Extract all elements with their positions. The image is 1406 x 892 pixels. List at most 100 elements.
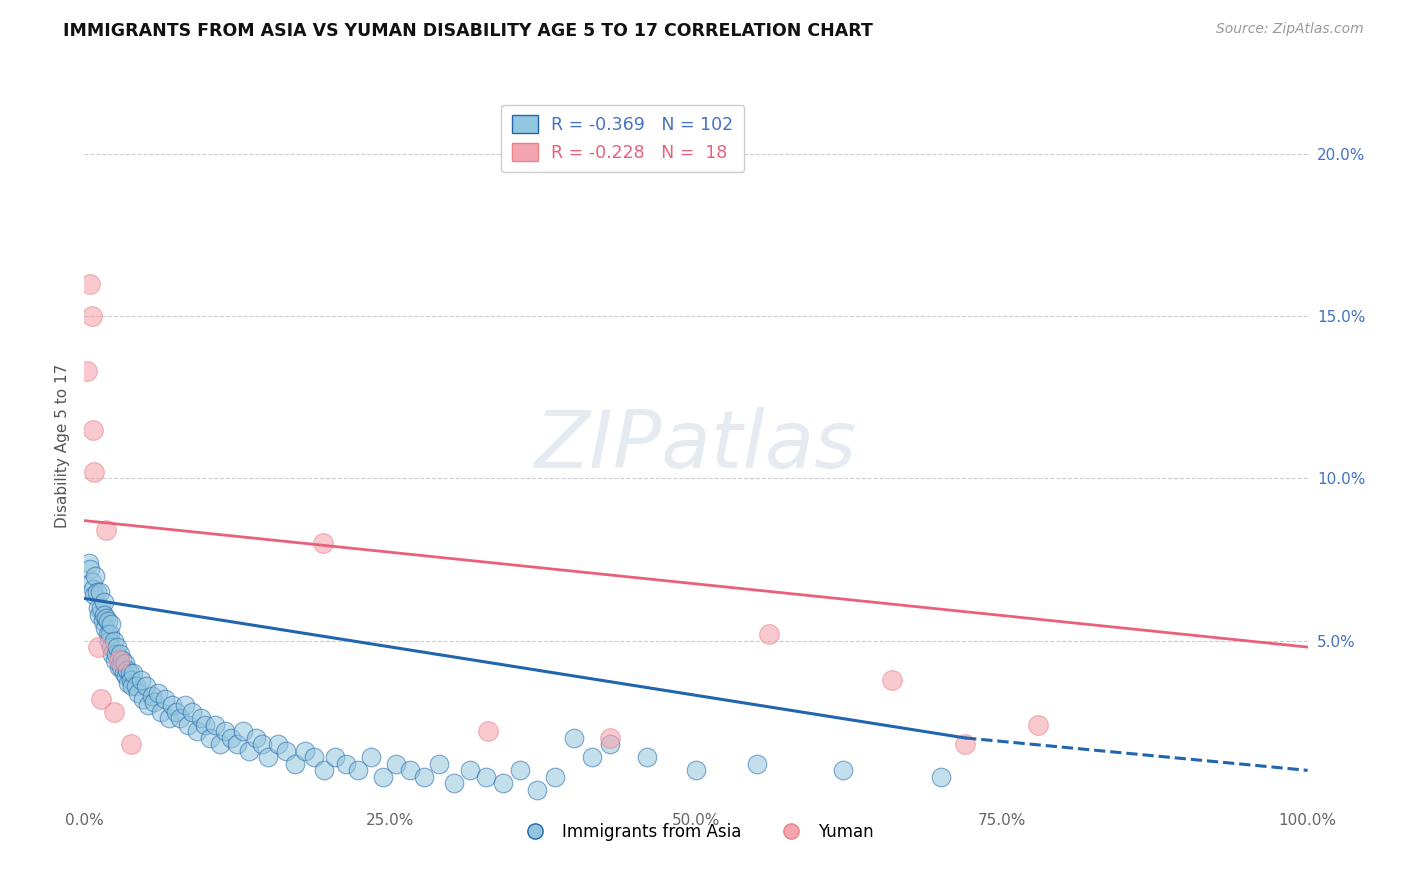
- Point: [304, 750, 326, 764]
- Point: [91, 614, 114, 628]
- Point: [157, 711, 180, 725]
- Point: [312, 536, 335, 550]
- Point: [257, 750, 280, 764]
- Text: ZIPatlas: ZIPatlas: [534, 407, 858, 485]
- Point: [526, 782, 548, 797]
- Point: [413, 770, 436, 784]
- Point: [1028, 718, 1050, 732]
- Point: [84, 568, 107, 582]
- Point: [238, 744, 260, 758]
- Point: [427, 756, 450, 771]
- Point: [250, 738, 273, 752]
- Point: [165, 705, 187, 719]
- Y-axis label: Disability Age 5 to 17: Disability Age 5 to 17: [55, 364, 70, 528]
- Point: [82, 423, 104, 437]
- Point: [371, 770, 394, 784]
- Point: [76, 364, 98, 378]
- Point: [245, 731, 267, 745]
- Point: [143, 695, 166, 709]
- Point: [209, 738, 232, 752]
- Point: [219, 731, 242, 745]
- Point: [599, 738, 621, 752]
- Point: [107, 653, 129, 667]
- Point: [100, 617, 122, 632]
- Point: [599, 731, 621, 745]
- Point: [121, 679, 143, 693]
- Point: [385, 756, 408, 771]
- Point: [169, 711, 191, 725]
- Point: [173, 698, 195, 713]
- Point: [831, 764, 853, 778]
- Point: [83, 465, 105, 479]
- Point: [458, 764, 481, 778]
- Point: [135, 679, 157, 693]
- Point: [114, 657, 136, 671]
- Point: [118, 666, 141, 681]
- Point: [122, 666, 145, 681]
- Point: [477, 724, 499, 739]
- Legend: Immigrants from Asia, Yuman: Immigrants from Asia, Yuman: [512, 817, 880, 848]
- Point: [929, 770, 952, 784]
- Point: [101, 647, 124, 661]
- Point: [509, 764, 531, 778]
- Point: [93, 595, 115, 609]
- Point: [82, 582, 104, 596]
- Point: [443, 776, 465, 790]
- Point: [953, 738, 976, 752]
- Point: [284, 756, 307, 771]
- Point: [581, 750, 603, 764]
- Point: [104, 653, 127, 667]
- Point: [90, 692, 112, 706]
- Point: [880, 673, 903, 687]
- Point: [89, 585, 111, 599]
- Point: [204, 718, 226, 732]
- Point: [107, 659, 129, 673]
- Point: [86, 585, 108, 599]
- Point: [127, 685, 149, 699]
- Point: [181, 705, 204, 719]
- Point: [97, 633, 120, 648]
- Point: [80, 575, 103, 590]
- Point: [129, 673, 152, 687]
- Point: [398, 764, 420, 778]
- Point: [87, 601, 110, 615]
- Point: [347, 764, 370, 778]
- Point: [103, 705, 125, 719]
- Point: [360, 750, 382, 764]
- Point: [103, 633, 125, 648]
- Point: [685, 764, 707, 778]
- Point: [153, 692, 176, 706]
- Point: [323, 750, 346, 764]
- Point: [79, 277, 101, 291]
- Point: [117, 675, 139, 690]
- Point: [294, 744, 316, 758]
- Point: [94, 621, 117, 635]
- Point: [120, 738, 142, 752]
- Point: [100, 640, 122, 654]
- Point: [97, 614, 120, 628]
- Point: [79, 562, 101, 576]
- Point: [96, 611, 118, 625]
- Point: [150, 705, 173, 719]
- Point: [105, 640, 128, 654]
- Point: [87, 607, 110, 622]
- Point: [110, 659, 132, 673]
- Point: [120, 673, 142, 687]
- Point: [758, 627, 780, 641]
- Point: [93, 607, 115, 622]
- Point: [108, 647, 131, 661]
- Point: [335, 756, 357, 771]
- Point: [214, 724, 236, 739]
- Point: [276, 744, 298, 758]
- Point: [125, 679, 148, 693]
- Text: IMMIGRANTS FROM ASIA VS YUMAN DISABILITY AGE 5 TO 17 CORRELATION CHART: IMMIGRANTS FROM ASIA VS YUMAN DISABILITY…: [63, 22, 873, 40]
- Point: [98, 627, 121, 641]
- Point: [112, 666, 135, 681]
- Point: [77, 556, 100, 570]
- Point: [132, 692, 155, 706]
- Point: [83, 588, 105, 602]
- Point: [200, 731, 222, 745]
- Point: [562, 731, 585, 745]
- Point: [96, 524, 118, 538]
- Point: [90, 601, 112, 615]
